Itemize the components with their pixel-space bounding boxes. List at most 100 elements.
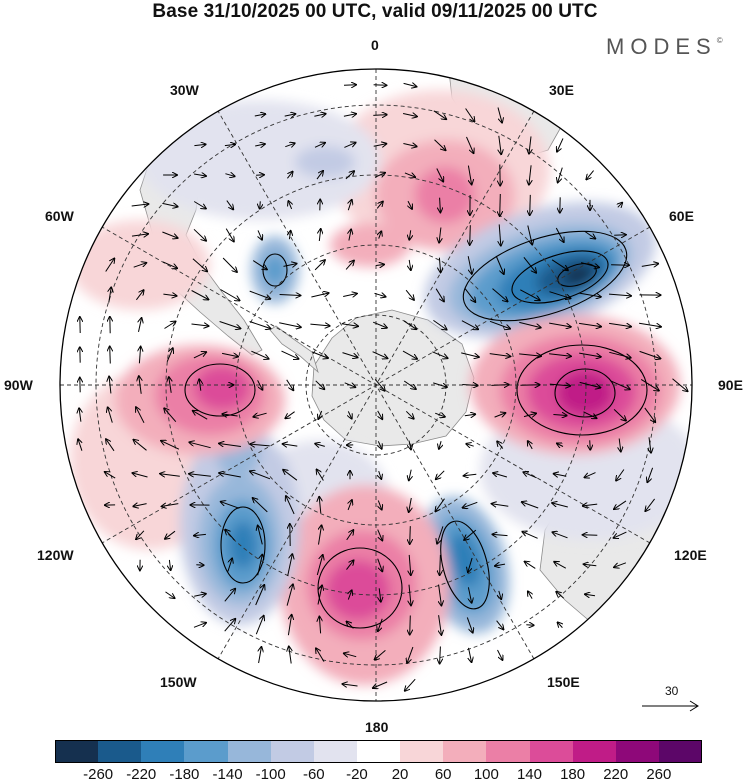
wind-vector <box>108 407 113 423</box>
contour-pos-w <box>184 363 256 417</box>
wind-vector <box>378 410 383 419</box>
wind-vector <box>495 255 504 274</box>
colorbar-cell <box>184 740 228 763</box>
wind-vector <box>253 413 267 417</box>
wind-vector <box>165 530 176 539</box>
wind-vector <box>314 143 325 148</box>
wind-vector <box>346 530 354 541</box>
wind-vector <box>440 646 441 664</box>
wind-vector <box>220 289 240 301</box>
wind-vector <box>526 625 533 626</box>
wind-vector <box>619 438 621 452</box>
wind-vector <box>641 264 658 267</box>
wind-vector <box>613 409 626 420</box>
wind-vector <box>253 498 268 513</box>
wind-vector <box>162 231 177 238</box>
wind-vector <box>374 378 385 390</box>
wind-vector <box>461 320 478 330</box>
wind-vector <box>373 115 386 116</box>
lon-label-30e: 30E <box>549 82 574 98</box>
wind-vector <box>317 470 324 481</box>
wind-vector <box>672 378 688 391</box>
wind-vector <box>316 555 322 576</box>
wind-vector <box>553 415 566 416</box>
wind-vector <box>344 143 355 148</box>
wind-vector <box>222 414 238 416</box>
wind-vector <box>374 173 385 178</box>
wind-vector <box>105 259 115 272</box>
wind-vector <box>169 377 171 393</box>
wind-vector <box>436 168 443 182</box>
wind-vector <box>468 587 471 602</box>
wind-vector <box>553 532 568 539</box>
wind-vector <box>403 144 416 147</box>
colorbar-cell <box>400 740 444 763</box>
wind-vector <box>585 472 596 478</box>
colorbar-cell <box>270 740 314 763</box>
contour-pos-s <box>317 547 403 629</box>
wind-vector <box>440 554 441 575</box>
wind-vector <box>469 647 472 662</box>
wind-vector <box>468 165 471 185</box>
wind-vector <box>404 173 415 177</box>
wind-vector <box>373 85 387 86</box>
neg-nw-3 <box>295 146 355 178</box>
wind-vector <box>286 584 293 606</box>
wind-vector <box>523 256 536 272</box>
wind-vector <box>310 324 329 326</box>
wind-vector <box>468 557 473 572</box>
wind-vector <box>433 382 447 387</box>
wind-vector <box>287 554 293 576</box>
wind-vector <box>286 379 294 390</box>
wind-vector <box>405 678 416 691</box>
wind-vector <box>317 586 322 605</box>
wind-vector <box>110 347 111 364</box>
wind-vector <box>316 648 325 662</box>
wind-vector <box>523 413 536 416</box>
wind-vector <box>279 322 301 327</box>
wind-vector <box>193 228 206 240</box>
wind-vector <box>530 194 531 215</box>
wind-vector <box>319 525 322 545</box>
wind-vector <box>554 562 567 569</box>
wind-vector <box>528 441 532 450</box>
wind-vector <box>467 256 472 274</box>
lon-label-60w: 60W <box>45 208 74 224</box>
wind-vector <box>162 203 177 206</box>
wind-vector <box>314 260 325 271</box>
lon-label-120e: 120E <box>674 547 707 563</box>
wind-vector <box>432 351 447 358</box>
wind-vector <box>466 136 474 153</box>
neg-se-3 <box>449 532 481 588</box>
wind-vector <box>345 171 354 180</box>
wind-vector <box>439 441 441 449</box>
contour-pos-e-outer <box>516 344 648 436</box>
wind-vector <box>226 200 233 210</box>
wind-vector <box>439 615 442 635</box>
wind-vector <box>464 474 477 476</box>
wind-vector <box>225 530 235 541</box>
wind-vector <box>348 200 351 211</box>
wind-vector <box>497 649 503 660</box>
reference-vector-arrow <box>642 700 699 712</box>
wind-vector <box>609 380 630 390</box>
wind-vector <box>649 437 651 452</box>
wind-vector <box>194 174 206 176</box>
wind-vector <box>492 504 509 507</box>
wind-vector <box>523 472 537 479</box>
wind-vector <box>647 467 654 482</box>
colorbar-tick-label: 180 <box>560 766 586 783</box>
wind-vector <box>288 615 291 636</box>
wind-vector <box>258 526 263 545</box>
wind-vector <box>499 590 501 599</box>
wind-vector <box>614 235 626 236</box>
wind-vector <box>529 136 531 153</box>
colorbar-cell <box>443 740 487 763</box>
wind-vector <box>435 413 445 417</box>
wind-vector <box>618 203 622 208</box>
wind-vector <box>78 439 82 451</box>
wind-vector <box>373 321 387 328</box>
wind-vector <box>255 616 263 635</box>
chart-title: Base 31/10/2025 00 UTC, valid 09/11/2025… <box>152 1 598 22</box>
wind-vector <box>464 287 476 302</box>
